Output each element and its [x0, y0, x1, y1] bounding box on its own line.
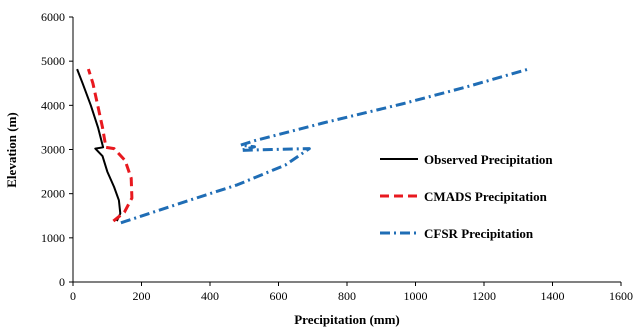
x-tick-label: 1600 [609, 289, 633, 303]
x-axis-title: Precipitation (mm) [294, 312, 400, 327]
y-tick-label: 0 [59, 275, 65, 289]
x-tick-label: 800 [338, 289, 356, 303]
series-line-0 [76, 68, 122, 222]
series-line-1 [86, 68, 134, 223]
legend-label-cfsr: CFSR Precipitation [424, 226, 534, 241]
y-tick-label: 2000 [41, 187, 65, 201]
x-tick-label: 600 [270, 289, 288, 303]
legend-label-observed: Observed Precipitation [424, 152, 553, 167]
x-tick-label: 200 [133, 289, 151, 303]
y-tick-label: 5000 [41, 54, 65, 68]
x-tick-label: 1000 [404, 289, 428, 303]
x-tick-label: 0 [70, 289, 76, 303]
legend-label-cmads: CMADS Precipitation [424, 189, 548, 204]
x-tick-group: 0 200 400 600 800 1000 1200 1400 1600 [70, 282, 633, 303]
plot-area: 0 200 400 600 800 1000 1200 1400 1600 0 1000 2000 3… [41, 10, 633, 303]
y-tick-label: 1000 [41, 231, 65, 245]
legend: Observed Precipitation CMADS Precipitati… [380, 152, 553, 241]
x-tick-label: 400 [201, 289, 219, 303]
x-tick-label: 1400 [541, 289, 565, 303]
y-tick-group: 0 1000 2000 3000 4000 5000 6000 [41, 10, 73, 289]
y-axis-title: Elevation (m) [4, 112, 19, 187]
y-tick-label: 6000 [41, 10, 65, 24]
series-layer [76, 67, 529, 225]
y-tick-label: 4000 [41, 98, 65, 112]
x-tick-label: 1200 [472, 289, 496, 303]
y-tick-label: 3000 [41, 143, 65, 157]
